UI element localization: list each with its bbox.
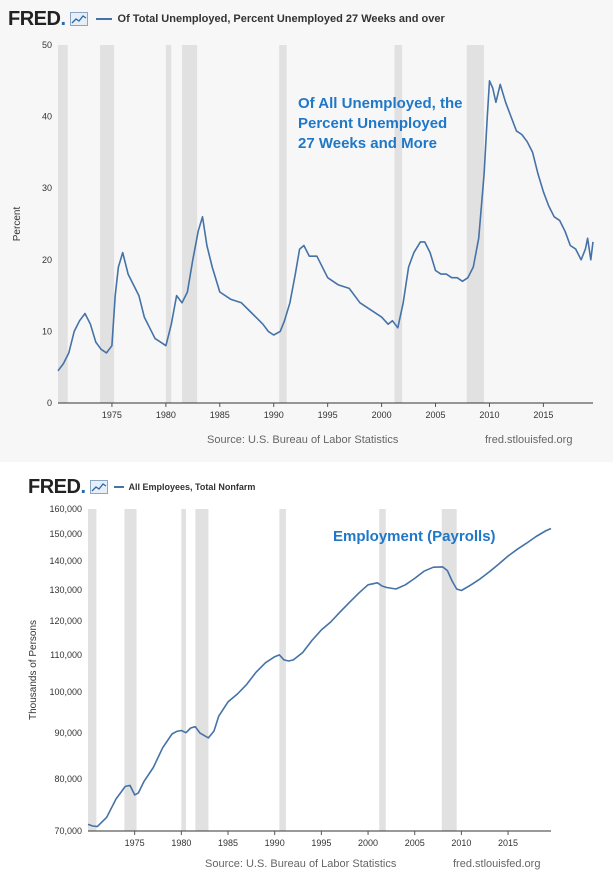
- chart-annotation: Of All Unemployed, the: [298, 95, 462, 112]
- x-tick-label: 1975: [125, 838, 145, 848]
- chart-header: FRED. Of Total Unemployed, Percent Unemp…: [8, 8, 445, 30]
- recession-band: [279, 45, 287, 403]
- recession-band: [441, 509, 457, 831]
- y-tick-label: 140,000: [49, 556, 82, 566]
- source-site[interactable]: fred.stlouisfed.org: [485, 434, 573, 446]
- y-tick-label: 100,000: [49, 687, 82, 697]
- recession-band: [88, 509, 97, 831]
- chart-annotation: Percent Unemployed: [298, 115, 447, 132]
- source-note: Source: U.S. Bureau of Labor Statistics: [207, 434, 399, 446]
- x-tick-label: 1975: [102, 410, 122, 420]
- y-tick-label: 110,000: [50, 650, 82, 660]
- x-tick-label: 1995: [311, 838, 331, 848]
- legend-label: Of Total Unemployed, Percent Unemployed …: [117, 13, 445, 25]
- long-term-unemployed-chart-panel: FRED. Of Total Unemployed, Percent Unemp…: [8, 7, 594, 446]
- legend-swatch: [113, 486, 124, 488]
- x-tick-label: 1990: [264, 410, 284, 420]
- legend-label: All Employees, Total Nonfarm: [128, 482, 256, 492]
- fred-logo-text: FRED: [28, 475, 81, 498]
- y-axis-label: Thousands of Persons: [28, 620, 39, 720]
- y-tick-label: 50: [42, 40, 52, 50]
- fred-logo[interactable]: FRED.: [8, 7, 66, 30]
- recession-band: [379, 509, 386, 831]
- chart-annotation: Employment (Payrolls): [333, 528, 496, 545]
- fred-logo-text: FRED: [8, 7, 61, 30]
- x-tick-label: 2005: [426, 410, 446, 420]
- series-line: [87, 527, 552, 828]
- source-note: Source: U.S. Bureau of Labor Statistics: [205, 858, 397, 870]
- x-tick-label: 2000: [372, 410, 392, 420]
- x-tick-label: 1990: [265, 838, 285, 848]
- x-tick-label: 2010: [479, 410, 499, 420]
- recession-band: [124, 509, 137, 831]
- y-tick-label: 0: [47, 398, 52, 408]
- y-tick-label: 70,000: [54, 826, 82, 836]
- x-tick-label: 2005: [405, 838, 425, 848]
- recession-band: [100, 45, 115, 403]
- x-tick-label: 1980: [171, 838, 191, 848]
- total-nonfarm-chart-panel: FRED. All Employees, Total Nonfarm 70,00…: [0, 470, 613, 896]
- y-tick-label: 90,000: [54, 728, 82, 738]
- chart-logo-icon: [69, 12, 88, 26]
- y-tick-label: 150,000: [49, 529, 82, 539]
- x-tick-label: 2010: [451, 838, 471, 848]
- y-tick-label: 160,000: [49, 504, 82, 514]
- y-tick-label: 120,000: [49, 616, 82, 626]
- y-tick-label: 30: [42, 183, 52, 193]
- x-tick-label: 2015: [533, 410, 553, 420]
- x-tick-label: 1980: [156, 410, 176, 420]
- x-tick-label: 1985: [210, 410, 230, 420]
- chart-plot-area: 70,000 80,000 90,000 100,000 110,000 120,000 1…: [28, 504, 552, 848]
- x-tick-label: 2015: [498, 838, 518, 848]
- fred-logo[interactable]: FRED.: [28, 475, 86, 498]
- x-tick-label: 1985: [218, 838, 238, 848]
- chart-logo-icon: [89, 480, 108, 494]
- y-axis-label: Percent: [12, 207, 23, 242]
- recession-band: [279, 509, 286, 831]
- x-tick-label: 1995: [318, 410, 338, 420]
- y-tick-label: 80,000: [54, 774, 82, 784]
- source-site[interactable]: fred.stlouisfed.org: [453, 858, 541, 870]
- y-tick-label: 20: [42, 255, 52, 265]
- y-tick-label: 130,000: [49, 585, 82, 595]
- x-tick-label: 2000: [358, 838, 378, 848]
- y-tick-label: 40: [42, 112, 52, 122]
- chart-annotation: 27 Weeks and More: [298, 135, 437, 152]
- recession-band: [58, 45, 68, 403]
- recession-band: [182, 45, 198, 403]
- series-line: [57, 80, 594, 372]
- recession-band: [466, 45, 485, 403]
- chart-header: FRED. All Employees, Total Nonfarm: [28, 476, 255, 498]
- chart-plot-area: 0 10 20 30 40 50 1975 1980 1985 1990 1995 2000 2005 2…: [12, 40, 594, 420]
- recession-band: [195, 509, 209, 831]
- legend-swatch: [95, 18, 112, 20]
- y-tick-label: 10: [42, 326, 52, 336]
- recession-band: [394, 45, 403, 403]
- recession-band: [165, 45, 172, 403]
- recession-band: [181, 509, 187, 831]
